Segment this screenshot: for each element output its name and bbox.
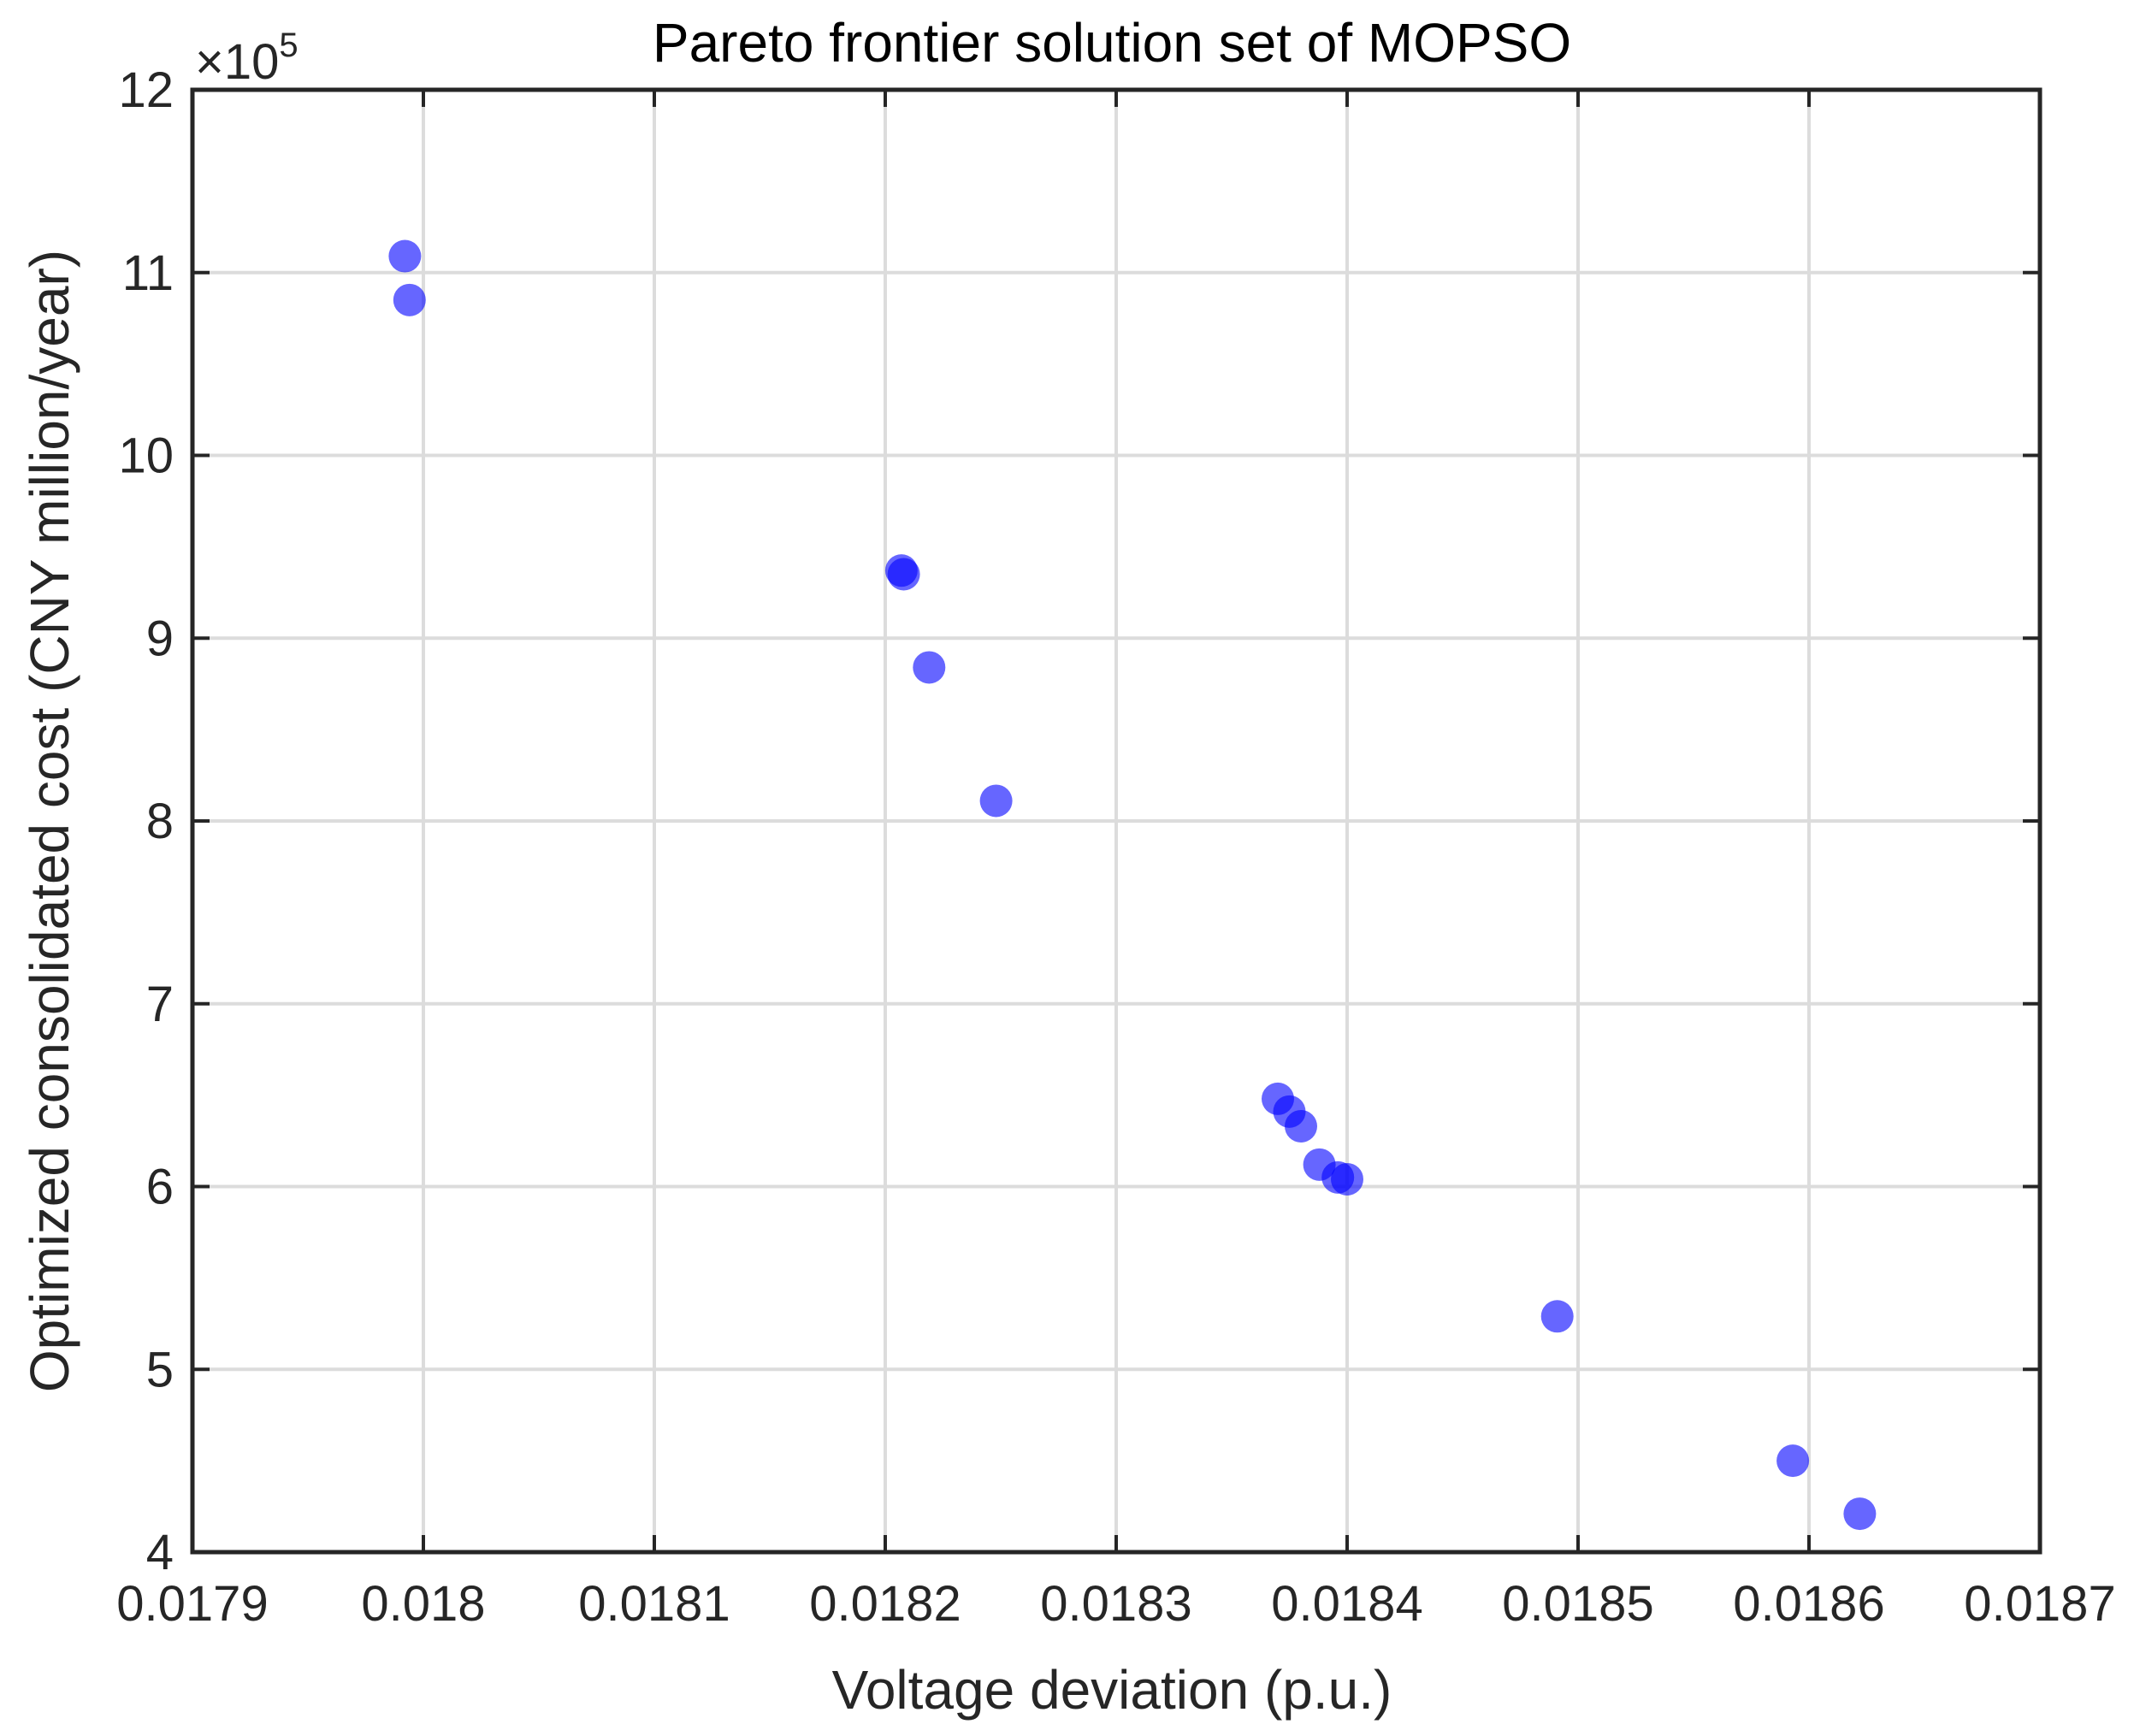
data-point bbox=[887, 558, 920, 591]
y-tick-label: 11 bbox=[122, 245, 174, 301]
chart-title: Pareto frontier solution set of MOPSO bbox=[653, 12, 1571, 74]
x-tick-label: 0.0187 bbox=[1964, 1576, 2115, 1632]
data-point bbox=[1331, 1162, 1363, 1196]
x-axis-label: Voltage deviation (p.u.) bbox=[832, 1659, 1392, 1721]
y-exponent-base: ×10 bbox=[195, 34, 279, 90]
data-point bbox=[1843, 1497, 1877, 1531]
x-tick-label: 0.0179 bbox=[116, 1576, 268, 1632]
y-axis-exponent-label: ×105 bbox=[195, 27, 299, 90]
x-tick-label: 0.0183 bbox=[1040, 1576, 1191, 1632]
x-tick-label: 0.0182 bbox=[809, 1576, 961, 1632]
data-point bbox=[913, 651, 946, 684]
y-exponent-power: 5 bbox=[279, 27, 298, 64]
data-point bbox=[393, 283, 426, 316]
data-point bbox=[1540, 1300, 1574, 1333]
x-tick-label: 0.0186 bbox=[1733, 1576, 1884, 1632]
data-point bbox=[979, 784, 1013, 818]
y-tick-label: 7 bbox=[146, 977, 174, 1032]
x-tick-label: 0.0181 bbox=[578, 1576, 730, 1632]
y-tick-label: 9 bbox=[146, 611, 174, 666]
points-layer bbox=[388, 239, 1877, 1531]
data-point bbox=[1285, 1109, 1317, 1143]
y-tick-label: 6 bbox=[146, 1160, 174, 1215]
y-tick-label: 8 bbox=[146, 794, 174, 849]
axes-layer: 0.0179 0.018 0.0181 0.0182 0.0183 0.0184 0.018… bbox=[116, 62, 2115, 1632]
x-tick-label: 0.0184 bbox=[1271, 1576, 1422, 1632]
data-point bbox=[1776, 1444, 1810, 1478]
x-tick-label: 0.018 bbox=[361, 1576, 485, 1632]
y-tick-label: 10 bbox=[118, 428, 174, 484]
grid-layer bbox=[192, 90, 2040, 1552]
plot-frame bbox=[190, 87, 2042, 1555]
y-tick-label: 5 bbox=[146, 1342, 174, 1397]
data-point bbox=[388, 239, 422, 273]
y-tick-label: 4 bbox=[146, 1525, 174, 1580]
y-axis-label: Optimized consolidated cost (CNY million… bbox=[19, 250, 80, 1392]
x-tick-label: 0.0185 bbox=[1502, 1576, 1653, 1632]
y-tick-label: 12 bbox=[118, 62, 174, 118]
